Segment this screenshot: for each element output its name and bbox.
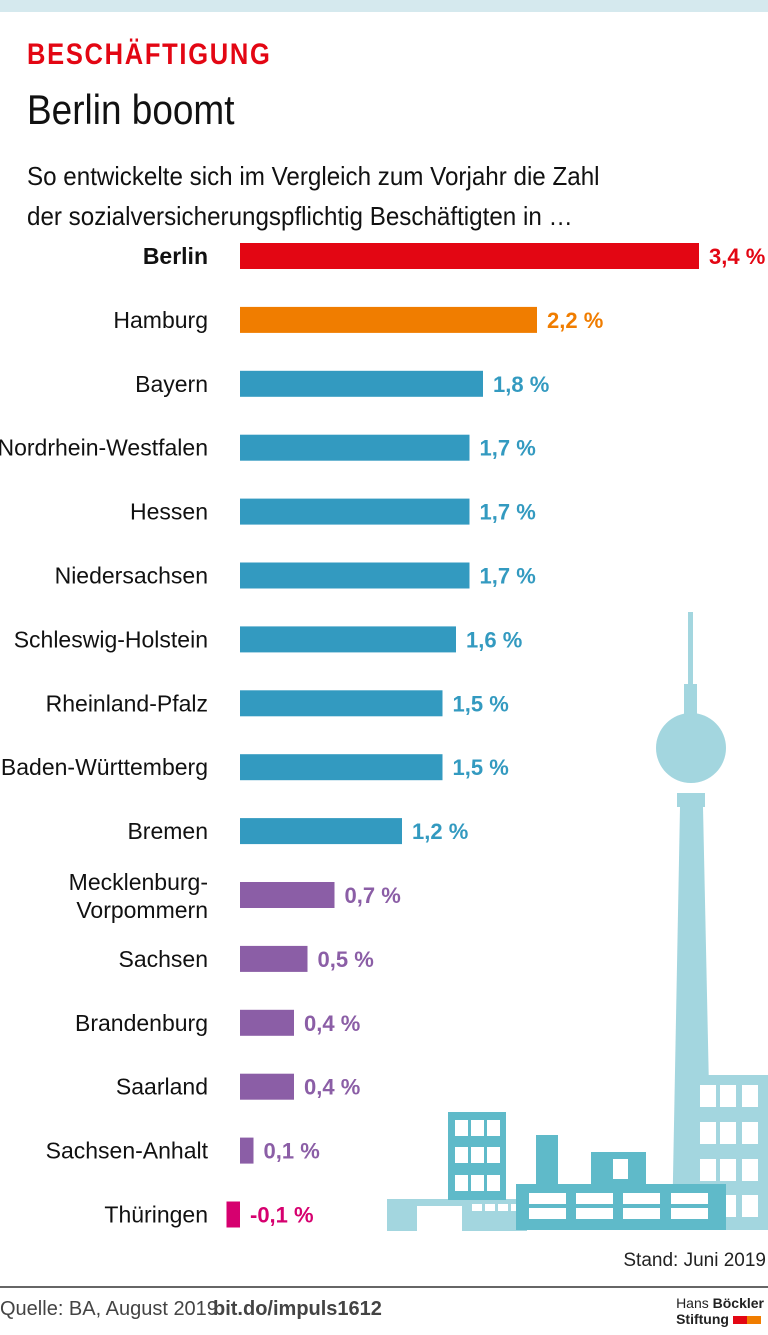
category-label: Baden-Württemberg <box>1 754 208 780</box>
bar-13 <box>240 1073 294 1100</box>
chart-title: Berlin boomt <box>27 86 235 133</box>
bar-3 <box>240 434 470 461</box>
source-note: Quelle: BA, August 2019 <box>0 1298 218 1320</box>
logo-text-hans: Hans <box>676 1295 713 1311</box>
subtitle-line-2: der sozialversicherungspflichtig Beschäf… <box>27 201 573 231</box>
bar-2 <box>240 370 483 397</box>
bar-6 <box>240 626 456 653</box>
category-label: Brandenburg <box>75 1010 208 1036</box>
data-date: Stand: Juni 2019 <box>623 1250 766 1271</box>
subtitle-line-1: So entwickelte sich im Vergleich zum Vor… <box>27 161 600 191</box>
category-label: Nordrhein-Westfalen <box>0 435 208 461</box>
value-label: 1,6 % <box>466 627 522 652</box>
category-label: Hessen <box>130 499 208 525</box>
bars-group: Berlin 3,4 % Hamburg 2,2 % Bayern 1,8 % Nordrh… <box>0 243 765 1228</box>
category-label: Berlin <box>143 243 208 269</box>
value-label: 1,7 % <box>480 436 536 461</box>
category-label: Niedersachsen <box>55 563 208 589</box>
bar-4 <box>240 498 470 525</box>
bar-8 <box>240 754 443 781</box>
value-label: 0,4 % <box>304 1075 360 1100</box>
value-label: -0,1 % <box>250 1203 314 1228</box>
bar-0 <box>240 243 699 269</box>
logo-text-boeckler: Böckler <box>712 1295 764 1311</box>
value-label: 1,7 % <box>480 564 536 589</box>
category-label: Thüringen <box>104 1202 208 1228</box>
logo-text-stiftung: Stiftung <box>676 1311 729 1327</box>
bar-14 <box>240 1137 254 1164</box>
top-band <box>0 0 768 12</box>
bar-10 <box>240 882 335 908</box>
kicker: BESCHÄFTIGUNG <box>27 38 272 71</box>
source-link[interactable]: bit.do/impuls1612 <box>213 1298 382 1320</box>
bar-9 <box>240 818 402 845</box>
value-label: 0,1 % <box>264 1139 320 1164</box>
category-label: Bremen <box>127 818 208 844</box>
hans-boeckler-logo: Hans Böckler Stiftung <box>676 1295 764 1327</box>
value-label: 1,5 % <box>453 755 509 780</box>
bar-7 <box>240 690 443 717</box>
category-label: Mecklenburg-Vorpommern <box>69 869 208 923</box>
value-label: 1,2 % <box>412 819 468 844</box>
category-label: Hamburg <box>113 307 208 333</box>
skyline-illustration <box>387 612 768 1231</box>
logo-red-square <box>732 1316 747 1325</box>
category-label: Schleswig-Holstein <box>14 626 208 652</box>
value-label: 2,2 % <box>547 308 603 333</box>
category-label: Rheinland-Pfalz <box>46 690 208 716</box>
subtitle: So entwickelte sich im Vergleich zum Vor… <box>27 156 600 236</box>
value-label: 0,4 % <box>304 1011 360 1036</box>
logo-orange-square <box>746 1316 761 1325</box>
category-label: Sachsen-Anhalt <box>46 1138 209 1164</box>
bar-1 <box>240 306 537 333</box>
value-label: 0,5 % <box>318 947 374 972</box>
bar-5 <box>240 562 470 589</box>
category-label: Sachsen <box>118 946 208 972</box>
category-label: Bayern <box>135 371 208 397</box>
category-label: Saarland <box>116 1074 208 1100</box>
value-label: 0,7 % <box>345 883 401 908</box>
bar-11 <box>240 945 308 972</box>
bar-12 <box>240 1009 294 1036</box>
value-label: 1,8 % <box>493 372 549 397</box>
value-label: 3,4 % <box>709 244 765 269</box>
footer-divider <box>0 1286 768 1288</box>
value-label: 1,7 % <box>480 500 536 525</box>
bar-15 <box>226 1201 240 1228</box>
value-label: 1,5 % <box>453 691 509 716</box>
